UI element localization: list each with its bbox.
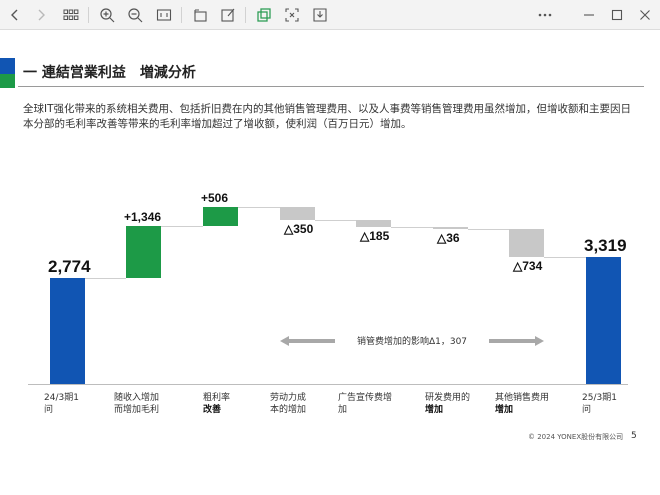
category-label-5: 广告宣传费增加 bbox=[338, 392, 392, 416]
category-label-8: 25/3期1 问 bbox=[582, 392, 617, 416]
waterfall-bar-1 bbox=[50, 277, 85, 384]
category-label-line1: 粗利率 bbox=[203, 393, 231, 403]
category-label-line2: 增加 bbox=[425, 405, 444, 415]
category-label-line1: 其他销售费用 bbox=[495, 393, 550, 403]
waterfall-bar-8 bbox=[586, 256, 621, 384]
toolbar-divider bbox=[181, 7, 182, 23]
influence-label: 销管费增加的影响Δ1，307 bbox=[356, 337, 468, 347]
crop-icon[interactable] bbox=[281, 4, 303, 26]
category-label-3: 粗利率 改善 bbox=[203, 392, 230, 416]
viewer-toolbar bbox=[0, 0, 660, 30]
value-label-6: △36 bbox=[437, 230, 460, 245]
category-label-line1: 研发费用的 bbox=[425, 393, 471, 403]
arrow-right-shaft bbox=[489, 339, 535, 343]
connector-line-1 bbox=[85, 277, 126, 279]
edit-icon[interactable] bbox=[217, 4, 239, 26]
waterfall-bar-6 bbox=[433, 227, 468, 229]
arrow-right-icon bbox=[535, 336, 544, 346]
slide-page bbox=[0, 30, 660, 495]
more-icon[interactable] bbox=[534, 4, 556, 26]
toolbar-divider bbox=[245, 7, 246, 23]
title-accent-green bbox=[0, 74, 15, 88]
connector-line-5 bbox=[391, 227, 433, 229]
category-label-line1: 广告宣传费增 bbox=[338, 393, 393, 403]
waterfall-bar-3 bbox=[203, 206, 238, 227]
connector-line-6 bbox=[468, 228, 509, 230]
category-label-6: 研发费用的 增加 bbox=[425, 392, 470, 416]
back-icon[interactable] bbox=[4, 4, 26, 26]
category-label-line2: 加 bbox=[338, 405, 348, 415]
waterfall-bar-7 bbox=[509, 228, 544, 257]
category-label-line2: 而增加毛利 bbox=[114, 405, 160, 415]
category-label-line2: 问 bbox=[44, 405, 54, 415]
value-label-5: △185 bbox=[360, 229, 390, 244]
zoom-out-icon[interactable] bbox=[124, 4, 146, 26]
category-label-line1: 25/3期1 bbox=[582, 393, 617, 403]
category-label-7: 其他销售费用 增加 bbox=[495, 392, 549, 416]
save-icon[interactable] bbox=[309, 4, 331, 26]
waterfall-bar-4 bbox=[280, 206, 315, 221]
page-number: 5 bbox=[631, 431, 637, 441]
fit-page-icon[interactable] bbox=[153, 4, 175, 26]
title-accent-blue bbox=[0, 58, 15, 74]
category-label-line2: 本的增加 bbox=[270, 405, 307, 415]
value-label-7: △734 bbox=[513, 258, 543, 273]
toolbar-divider bbox=[88, 7, 89, 23]
category-label-line2: 问 bbox=[582, 405, 592, 415]
slide-title: 一 連結営業利益 増減分析 bbox=[23, 65, 196, 81]
close-icon[interactable] bbox=[634, 4, 656, 26]
value-label-8: 3,319 bbox=[584, 235, 627, 255]
category-label-4: 劳动力成 本的增加 bbox=[270, 392, 306, 416]
waterfall-bar-5 bbox=[356, 220, 391, 228]
category-label-1: 24/3期1 问 bbox=[44, 392, 79, 416]
grid-icon[interactable] bbox=[60, 4, 82, 26]
sga-influence-annotation: 销管费增加的影响Δ1，307 bbox=[280, 332, 544, 350]
maximize-icon[interactable] bbox=[606, 4, 628, 26]
connector-line-7 bbox=[544, 256, 586, 258]
zoom-in-icon[interactable] bbox=[96, 4, 118, 26]
category-label-line1: 24/3期1 bbox=[44, 393, 79, 403]
title-underline bbox=[18, 86, 644, 87]
value-label-2: +1,346 bbox=[124, 210, 162, 225]
category-label-line1: 劳动力成 bbox=[270, 393, 307, 403]
category-label-line1: 随收入增加 bbox=[114, 393, 160, 403]
slide-description: 全球IT强化带来的系统相关费用、包括折旧费在内的其他销售管理费用、以及人事费等销… bbox=[23, 103, 632, 130]
copyright-footer: © 2024 YONEX股份有限公司 bbox=[528, 433, 624, 441]
forward-icon[interactable] bbox=[30, 4, 52, 26]
connector-line-4 bbox=[315, 220, 356, 222]
category-label-line2: 改善 bbox=[203, 405, 222, 415]
rotate-icon[interactable] bbox=[189, 4, 211, 26]
waterfall-bar-2 bbox=[126, 226, 161, 278]
category-label-2: 随收入增加而增加毛利 bbox=[114, 392, 159, 416]
arrow-left-shaft bbox=[289, 339, 335, 343]
value-label-3: +506 bbox=[201, 190, 229, 205]
select-icon[interactable] bbox=[253, 4, 275, 26]
category-label-line2: 增加 bbox=[495, 405, 514, 415]
connector-line-2 bbox=[161, 226, 203, 228]
chart-baseline bbox=[28, 384, 628, 385]
minimize-icon[interactable] bbox=[578, 4, 600, 26]
arrow-left-icon bbox=[280, 336, 289, 346]
value-label-1: 2,774 bbox=[48, 256, 91, 276]
connector-line-3 bbox=[238, 206, 280, 208]
value-label-4: △350 bbox=[284, 222, 314, 237]
